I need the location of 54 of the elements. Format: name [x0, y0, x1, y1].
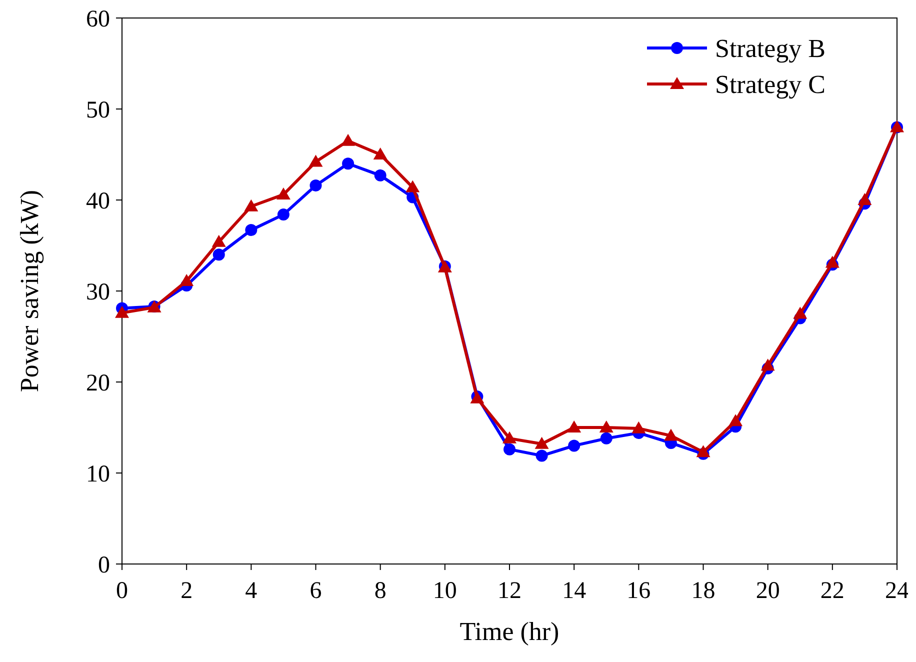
- y-tick-label: 10: [86, 461, 110, 488]
- point: [374, 169, 386, 182]
- point: [342, 158, 354, 170]
- x-tick-label: 8: [374, 578, 386, 604]
- y-tick-label: 0: [98, 552, 110, 578]
- x-axis-title: Time (hr): [460, 617, 560, 646]
- x-tick-label: 2: [180, 578, 193, 604]
- point: [534, 436, 549, 449]
- x-tick-label: 10: [432, 578, 457, 604]
- point: [504, 443, 516, 456]
- y-tick-label: 30: [86, 279, 110, 306]
- x-tick-label: 12: [498, 578, 522, 604]
- point: [244, 199, 258, 212]
- point: [245, 224, 258, 236]
- point: [600, 432, 612, 444]
- point: [212, 234, 226, 247]
- y-tick-label: 40: [86, 188, 110, 214]
- point: [536, 450, 548, 462]
- point: [696, 445, 710, 458]
- x-tick-label: 20: [756, 578, 780, 604]
- point: [341, 134, 356, 146]
- point: [310, 179, 322, 192]
- point: [664, 428, 678, 441]
- x-tick-label: 18: [691, 578, 716, 604]
- x-tick-label: 14: [562, 578, 586, 604]
- x-tick-label: 22: [820, 578, 844, 604]
- y-axis-title: Power saving (kW): [15, 190, 44, 392]
- x-tick-label: 16: [626, 578, 651, 604]
- point: [760, 358, 775, 371]
- point: [406, 180, 420, 192]
- point: [568, 440, 580, 452]
- point: [825, 256, 840, 268]
- point: [212, 248, 225, 261]
- point: [567, 420, 582, 432]
- x-tick-label: 4: [245, 578, 258, 604]
- x-tick-label: 0: [116, 578, 128, 604]
- point: [728, 414, 743, 426]
- x-tick-label: 6: [310, 578, 322, 604]
- legend-label: Strategy C: [715, 70, 826, 100]
- point: [632, 421, 646, 434]
- point: [599, 420, 614, 432]
- point: [502, 431, 516, 444]
- point: [308, 154, 323, 167]
- point: [180, 274, 194, 286]
- point: [793, 306, 808, 319]
- legend-label: Strategy B: [715, 34, 826, 64]
- point: [373, 148, 388, 160]
- y-tick-label: 60: [86, 6, 110, 32]
- point: [277, 208, 290, 221]
- y-tick-label: 20: [86, 370, 110, 396]
- point: [858, 193, 872, 205]
- point: [115, 306, 129, 318]
- point: [276, 188, 290, 200]
- y-tick-label: 50: [86, 97, 110, 124]
